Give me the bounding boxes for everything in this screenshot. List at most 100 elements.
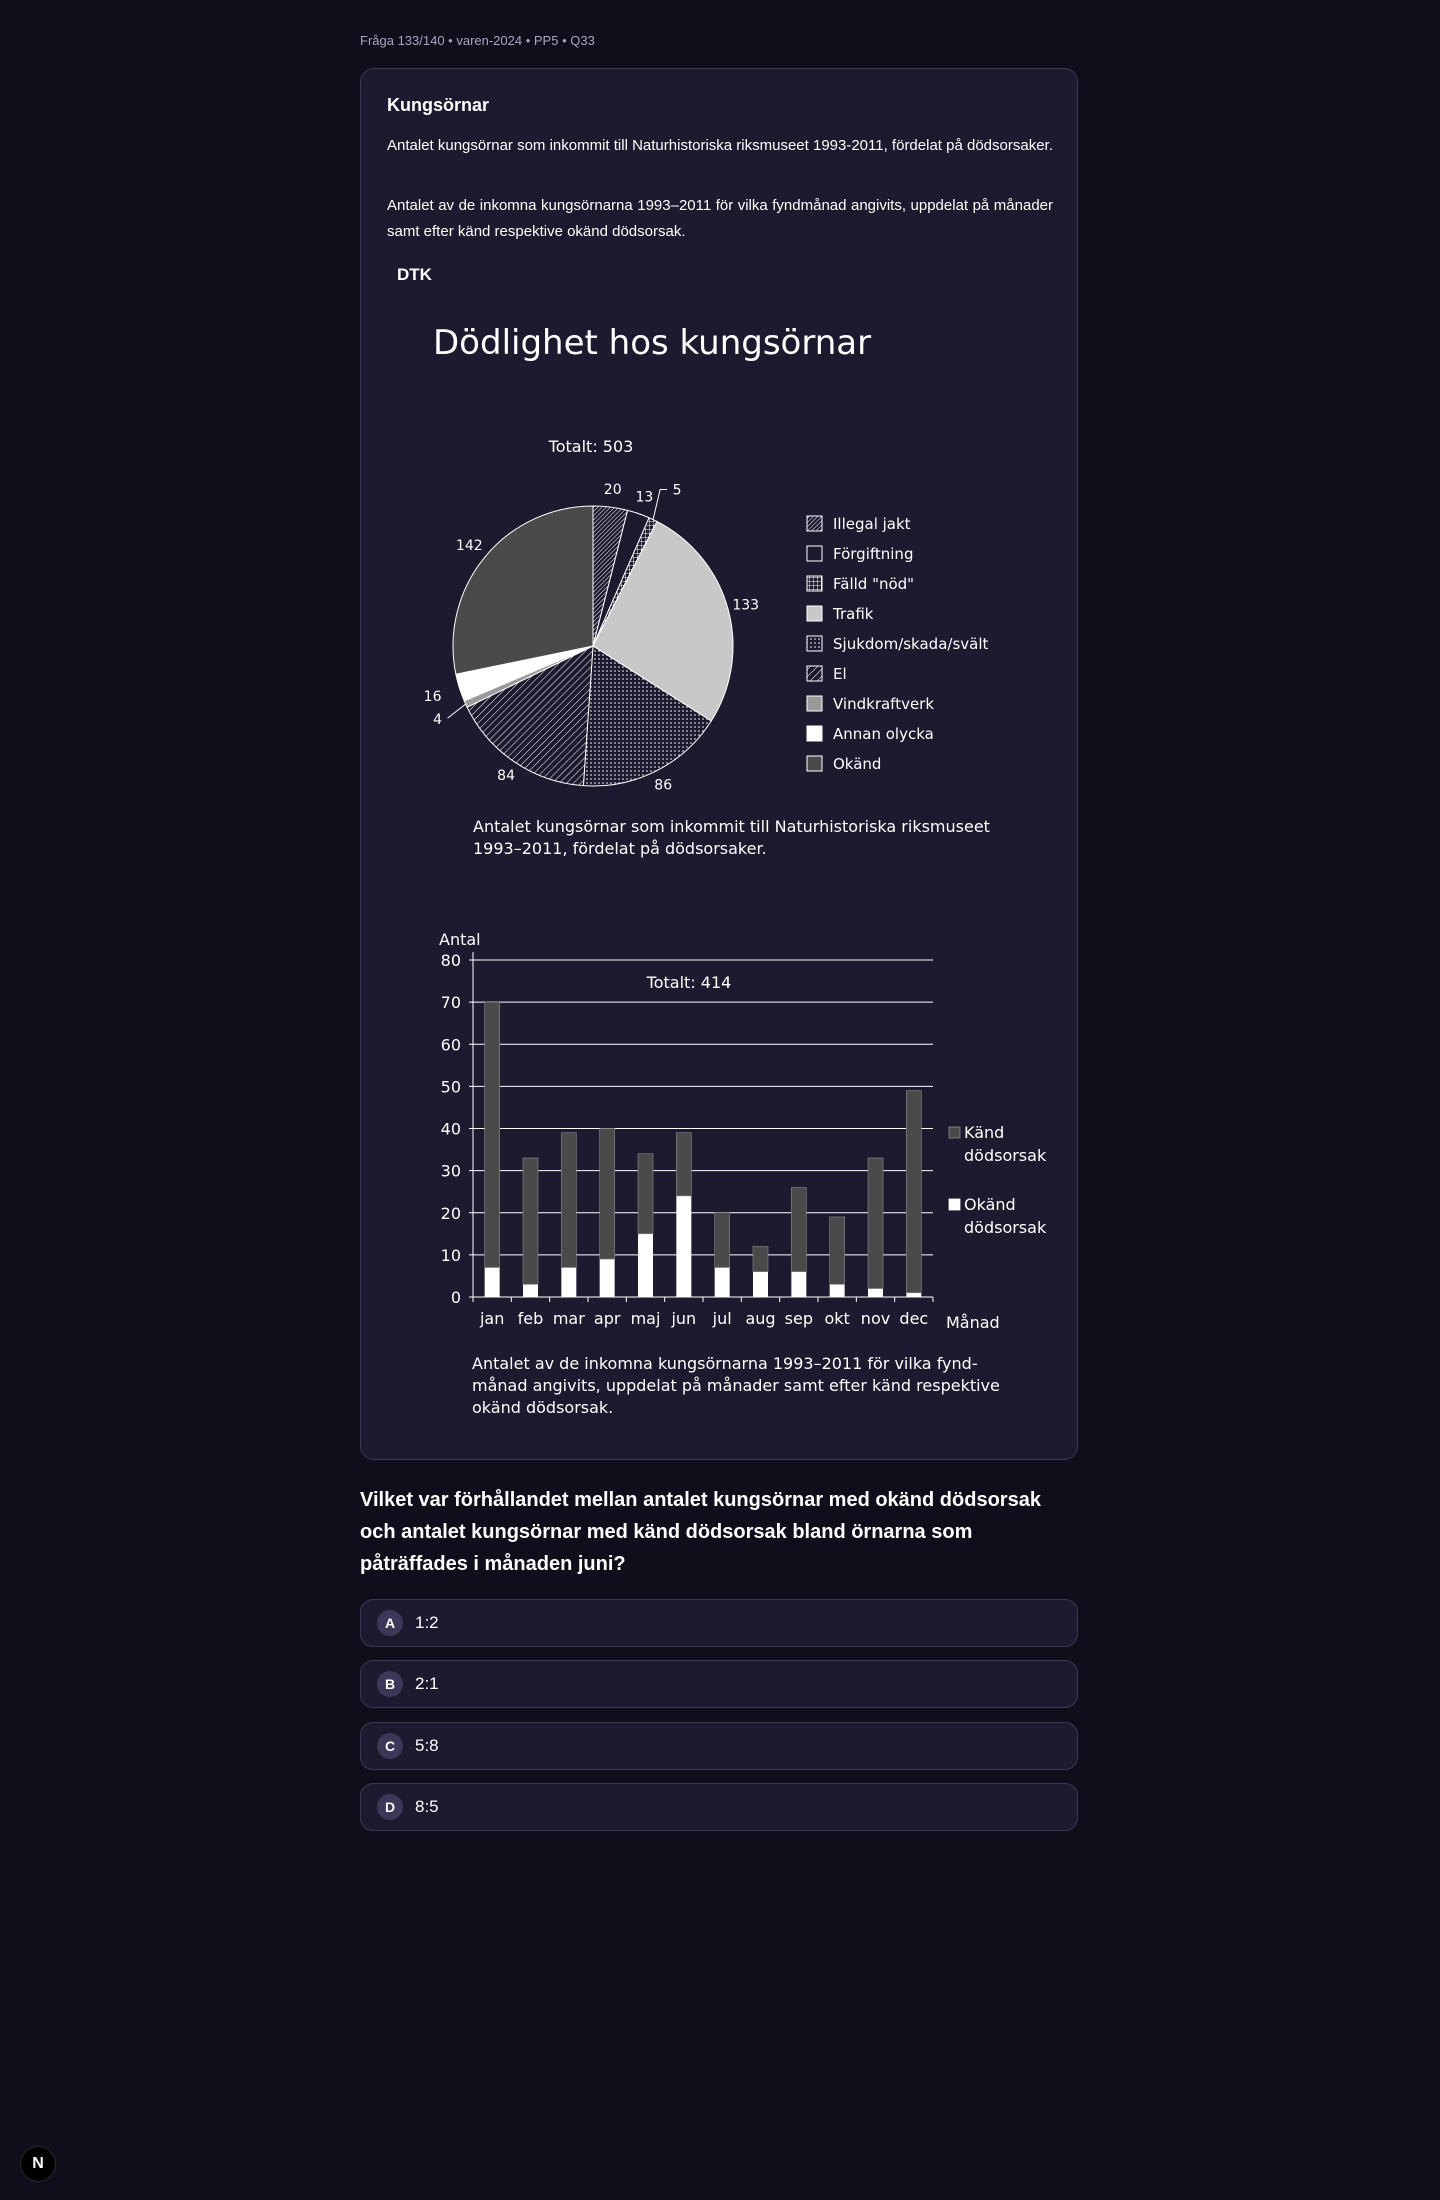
bar-okand-dec	[906, 1292, 922, 1297]
bar-y-axis-label: Antal	[439, 930, 481, 949]
option-b[interactable]: B 2:1	[360, 1660, 1078, 1708]
card-description-2: Antalet av de inkomna kungsörnarna 1993–…	[387, 197, 1053, 240]
bar-kand-aug	[752, 1246, 769, 1273]
pie-total-label: Totalt: 503	[548, 437, 634, 456]
bar-kand-sep	[791, 1187, 807, 1273]
pie-legend-swatch	[806, 665, 823, 682]
bar-y-tick-label: 0	[451, 1288, 461, 1307]
option-letter: C	[377, 1733, 403, 1759]
pie-leader-line	[652, 489, 668, 520]
bar-okand-jun	[676, 1195, 692, 1297]
bar-okand-maj	[638, 1233, 653, 1297]
option-text: 8:5	[415, 1797, 439, 1816]
bar-kand-jun	[676, 1132, 692, 1197]
bar-caption-line-1: Antalet av de inkomna kungsörnarna 1993–…	[472, 1354, 978, 1373]
card-title: Kungsörnar	[387, 95, 490, 115]
question-text: Vilket var förhållandet mellan antalet k…	[360, 1489, 1041, 1575]
bar-y-tick-label: 20	[441, 1204, 461, 1223]
pie-legend-swatch	[806, 545, 823, 562]
pie-legend-label: Fälld "nöd"	[833, 575, 914, 593]
bar-x-tick-label: maj	[631, 1309, 661, 1328]
bar-okand-aug	[753, 1271, 768, 1297]
pie-slice-4	[582, 645, 712, 787]
bar-legend-label: Okänd	[964, 1195, 1016, 1214]
bar-okand-jan	[484, 1267, 500, 1297]
bar-chart: jan feb mar apr maj jun jul aug sep okt nov dec	[479, 1001, 928, 1328]
option-a[interactable]: A 1:2	[360, 1599, 1078, 1647]
bar-y-tick-label: 10	[441, 1246, 461, 1265]
option-d[interactable]: D 8:5	[360, 1783, 1078, 1831]
pie-value-label: 84	[497, 768, 515, 784]
bar-okand-nov	[868, 1288, 883, 1297]
option-letter: A	[377, 1610, 403, 1636]
pie-legend-label: Förgiftning	[833, 545, 913, 563]
pie-value-label: 142	[456, 538, 483, 554]
pie-value-labels: 20 13 5 133 86 84 4 16 142	[424, 482, 759, 794]
bar-x-axis-label: Månad	[946, 1313, 1000, 1332]
pie-legend-swatch	[806, 605, 823, 622]
pie-legend-swatch	[806, 695, 823, 712]
pie-caption-line-1: Antalet kungsörnar som inkommit till Nat…	[473, 817, 990, 836]
pie-slice-5	[466, 645, 594, 787]
pie-value-label: 4	[433, 712, 442, 728]
bar-x-tick-label: nov	[861, 1309, 890, 1328]
pie-slice-8	[452, 505, 594, 675]
pie-leader-line	[447, 703, 466, 719]
bar-y-tick-label: 60	[441, 1035, 461, 1054]
option-letter: D	[377, 1794, 403, 1820]
bar-x-tick-label: apr	[594, 1309, 621, 1328]
question-meta: Fråga 133/140 • varen-2024 • PP5 • Q33	[360, 33, 595, 48]
pie-legend-swatch	[806, 635, 823, 652]
figure-title: Dödlighet hos kungsörnar	[433, 323, 871, 363]
context-card: Kungsörnar Antalet kungsörnar som inkomm…	[360, 68, 1078, 1460]
bar-okand-okt	[829, 1284, 845, 1297]
option-letter: B	[377, 1671, 403, 1697]
bar-x-tick-label: okt	[825, 1309, 850, 1328]
dtk-label: DTK	[397, 265, 432, 284]
option-text: 5:8	[415, 1736, 439, 1755]
bar-caption-line-2: månad angivits, uppdelat på månader samt…	[472, 1376, 1000, 1395]
bar-x-tick-label: dec	[899, 1309, 928, 1328]
bar-okand-mar	[561, 1267, 577, 1297]
bar-okand-jul	[714, 1267, 730, 1297]
bar-x-tick-label: sep	[785, 1309, 813, 1328]
bar-caption-line-3: okänd dödsorsak.	[472, 1398, 613, 1417]
bar-x-tick-label: feb	[518, 1309, 544, 1328]
pie-slice-3	[592, 520, 734, 722]
bar-kand-maj	[637, 1153, 654, 1235]
bar-y-tick-label: 80	[441, 951, 461, 970]
bar-legend: Känd dödsorsak Okänd dödsorsak	[948, 1123, 1047, 1237]
pie-legend-label: Trafik	[832, 605, 874, 623]
bar-kand-mar	[561, 1132, 577, 1268]
bar-y-tick-label: 30	[441, 1162, 461, 1181]
figure-svg: Dödlighet hos kungsörnar Totalt: 503 20 1…	[424, 323, 1047, 1417]
option-text: 1:2	[415, 1613, 439, 1632]
bar-kand-dec	[906, 1090, 922, 1294]
bar-legend-label: Känd	[964, 1123, 1004, 1142]
bar-x-tick-label: jan	[479, 1309, 504, 1328]
pie-legend: Illegal jakt Förgiftning Fälld "nöd" Trafik…	[806, 515, 988, 773]
pie-legend-label: Illegal jakt	[833, 515, 911, 533]
bar-kand-okt	[829, 1216, 845, 1285]
pie-value-label: 86	[654, 778, 672, 794]
bar-okand-apr	[599, 1259, 615, 1297]
pie-value-label: 16	[424, 689, 442, 705]
bar-x-tick-label: jun	[670, 1309, 696, 1328]
option-c[interactable]: C 5:8	[360, 1722, 1078, 1770]
bar-y-tick-label: 40	[441, 1120, 461, 1139]
bar-gridlines: 0 10 20 30 40 50 60 70 80	[441, 951, 934, 1307]
pie-legend-swatch	[806, 575, 823, 592]
pie-legend-swatch	[806, 755, 823, 772]
pie-value-label: 133	[732, 598, 759, 614]
pie-legend-swatch	[806, 725, 823, 742]
pie-legend-label: Vindkraftverk	[833, 695, 934, 713]
pie-legend-swatch	[806, 515, 823, 532]
bar-kand-jul	[714, 1212, 730, 1268]
bar-legend-swatch	[948, 1198, 961, 1211]
pie-caption-line-2: 1993–2011, fördelat på dödsorsaker.	[473, 839, 767, 858]
nextjs-logo-icon[interactable]: N	[20, 2146, 56, 2182]
pie-value-label: 20	[604, 482, 622, 498]
bar-legend-label: dödsorsak	[964, 1218, 1047, 1237]
bar-x-tick-label: jul	[712, 1309, 732, 1328]
bar-kand-nov	[867, 1157, 884, 1289]
